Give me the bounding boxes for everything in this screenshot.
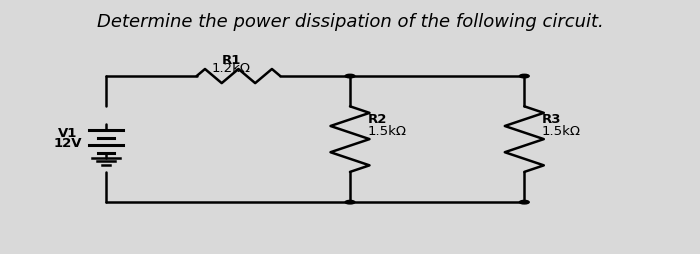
Text: V1: V1 — [58, 127, 77, 140]
Circle shape — [345, 75, 355, 78]
Text: R2: R2 — [368, 113, 387, 126]
Text: 12V: 12V — [53, 137, 82, 150]
Text: 1.5kΩ: 1.5kΩ — [368, 124, 407, 137]
Circle shape — [519, 201, 529, 204]
Text: Determine the power dissipation of the following circuit.: Determine the power dissipation of the f… — [97, 13, 603, 31]
Circle shape — [345, 201, 355, 204]
Text: 1.5kΩ: 1.5kΩ — [542, 124, 581, 137]
Text: R1: R1 — [222, 54, 242, 67]
Circle shape — [519, 75, 529, 78]
Text: 1.2kΩ: 1.2kΩ — [212, 62, 251, 75]
Text: R3: R3 — [542, 113, 561, 126]
